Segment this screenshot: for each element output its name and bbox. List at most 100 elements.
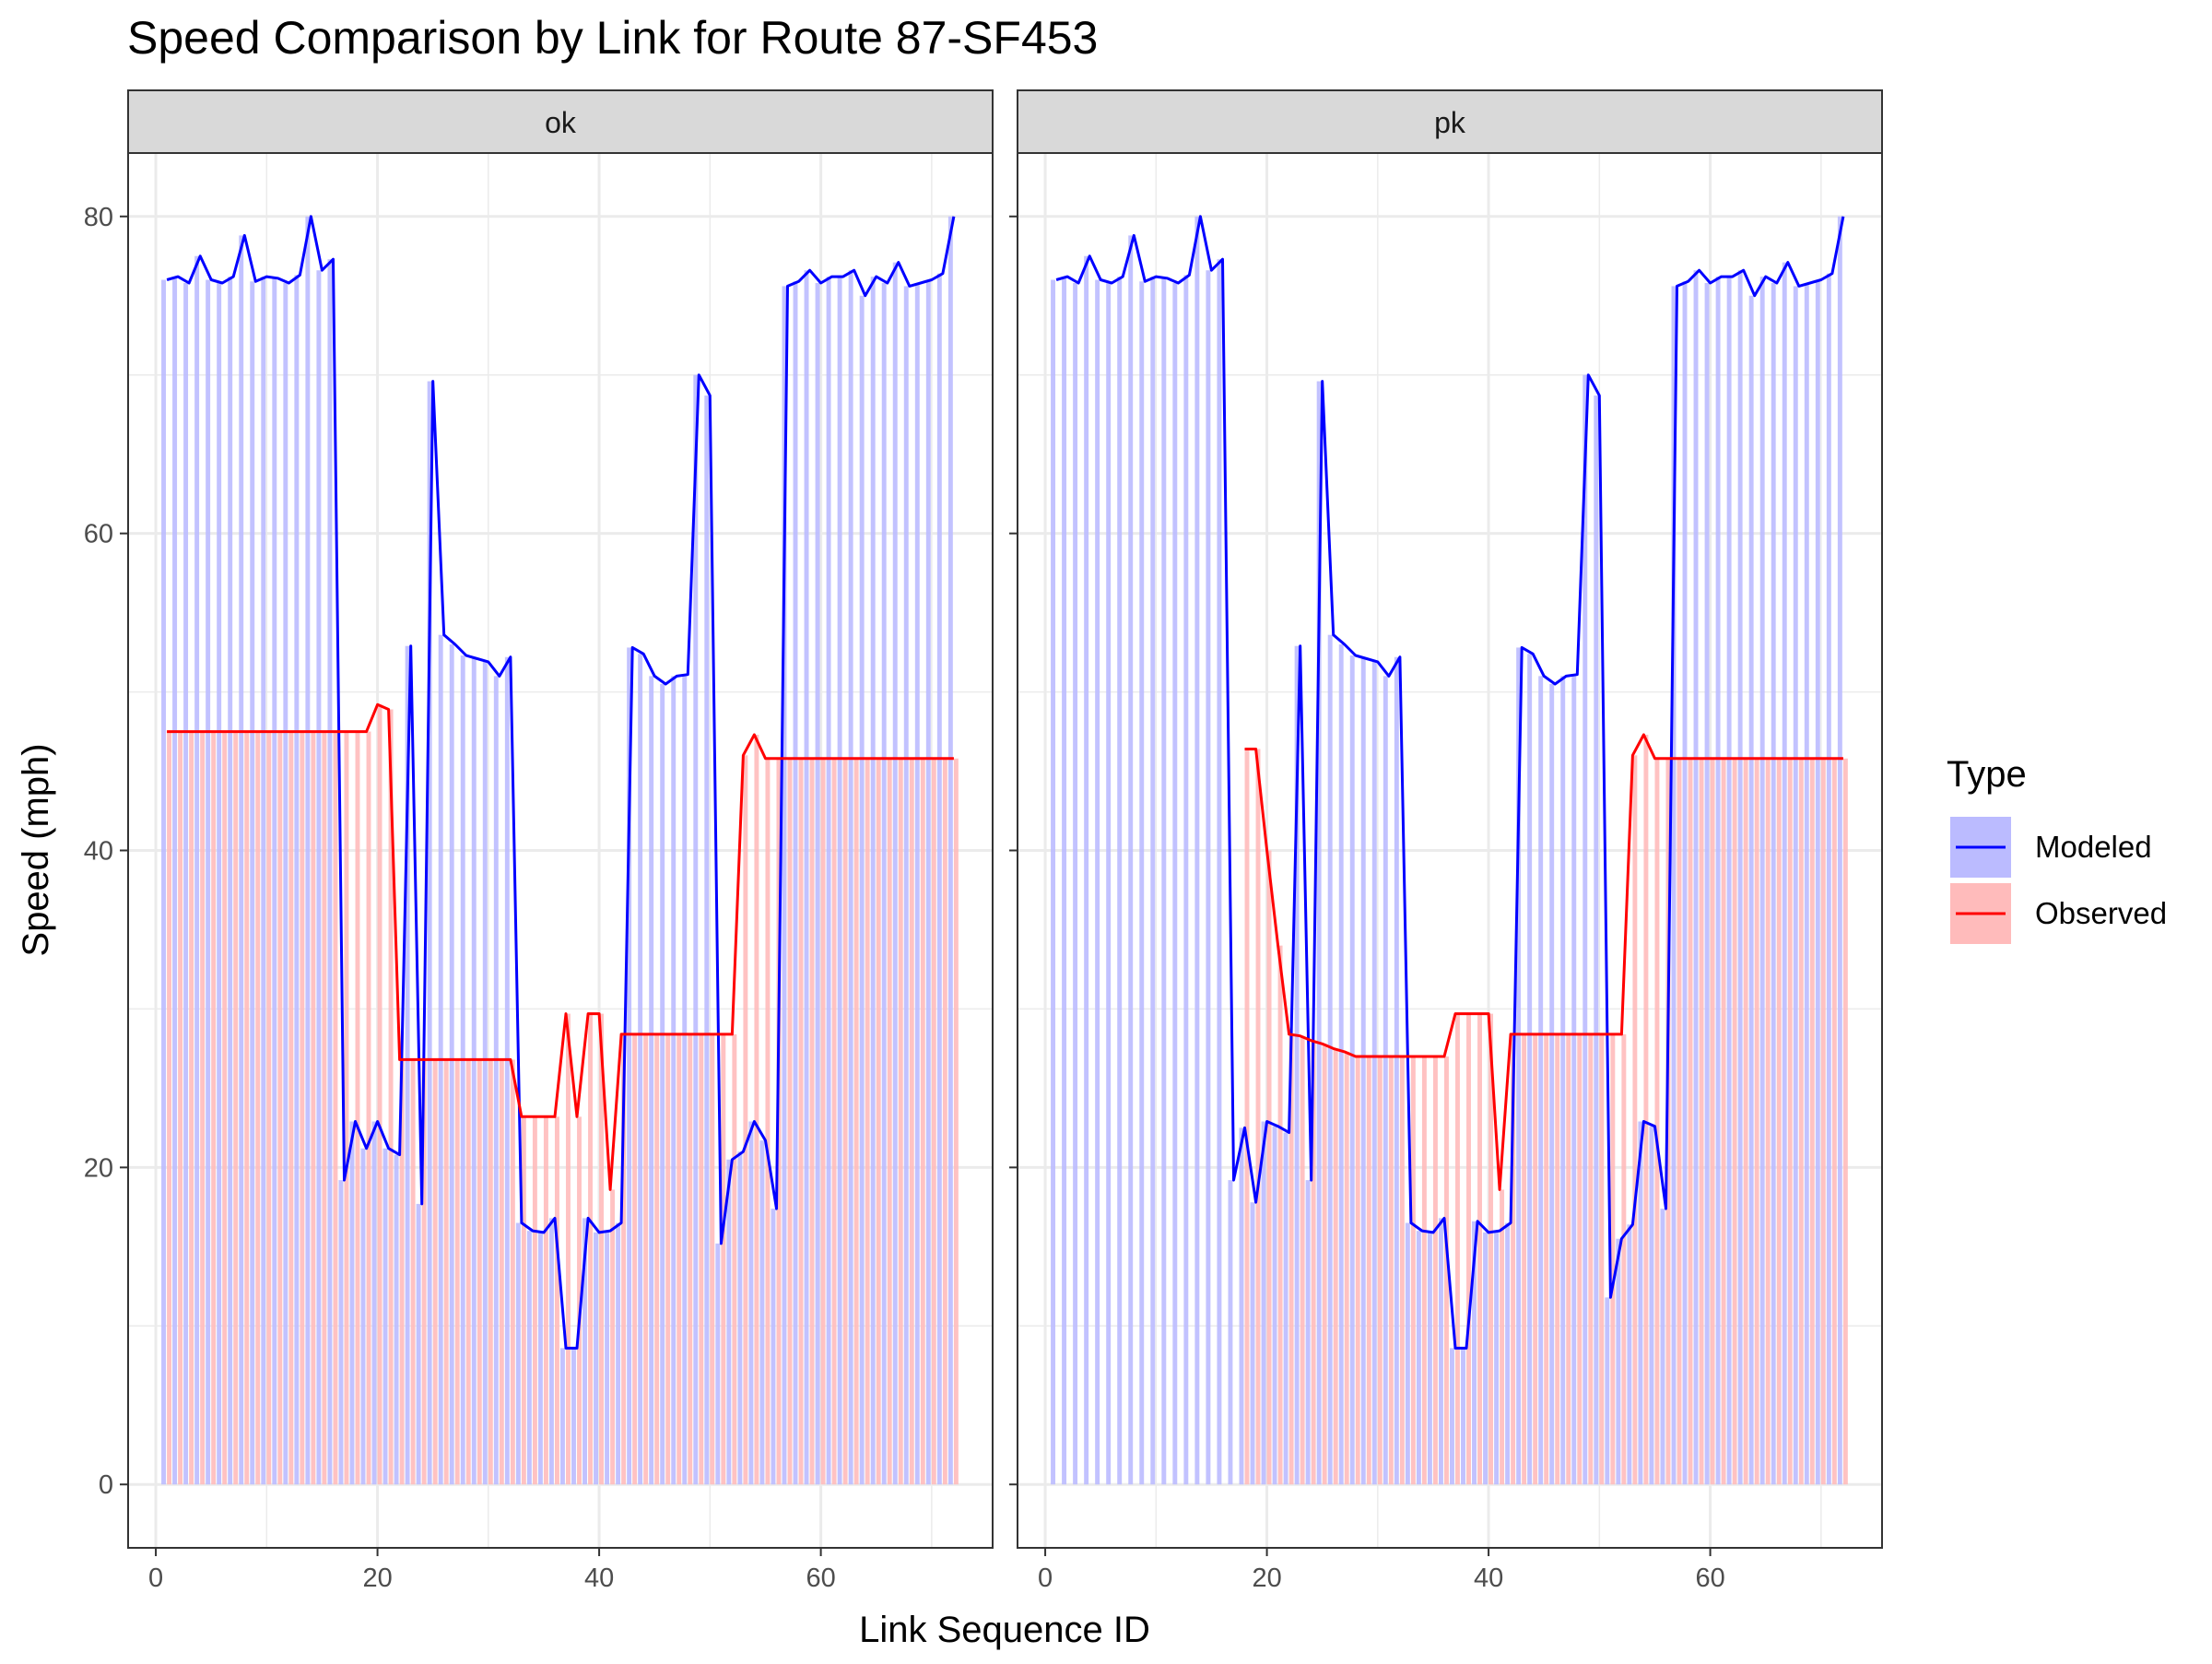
modeled-bar	[1560, 676, 1566, 1485]
modeled-bar	[1371, 661, 1377, 1485]
modeled-bar	[1261, 1121, 1266, 1485]
observed-bar	[288, 731, 294, 1485]
y-axis-label: Speed (mph)	[16, 743, 56, 956]
observed-bar	[1732, 758, 1737, 1485]
modeled-bar	[704, 395, 710, 1485]
observed-bar	[388, 709, 394, 1485]
modeled-bar	[1382, 676, 1388, 1485]
observed-bar	[1432, 1056, 1438, 1485]
observed-bar	[421, 1059, 427, 1485]
observed-bar	[1377, 1056, 1382, 1485]
modeled-bar	[1804, 282, 1809, 1485]
modeled-bar	[228, 277, 233, 1485]
observed-bar	[1488, 1013, 1494, 1485]
modeled-bar	[1682, 281, 1688, 1485]
modeled-bar	[172, 277, 178, 1485]
modeled-bar	[327, 259, 333, 1485]
observed-bar	[732, 1033, 737, 1485]
modeled-bar	[947, 216, 953, 1485]
modeled-bar	[1461, 1348, 1465, 1485]
modeled-bar	[903, 286, 909, 1485]
facet-panel-pk: pk 0 20 40 60	[1009, 89, 1883, 1593]
observed-bar	[654, 1033, 660, 1485]
observed-bar	[1522, 1033, 1527, 1485]
modeled-bar	[1095, 279, 1100, 1485]
observed-bar	[588, 1013, 593, 1485]
observed-bar	[1798, 758, 1804, 1485]
modeled-bar	[482, 661, 488, 1485]
observed-bar	[1610, 1033, 1616, 1485]
modeled-bar	[1338, 643, 1344, 1485]
modeled-bar	[1759, 277, 1765, 1485]
bars	[161, 216, 959, 1485]
observed-bar	[255, 731, 261, 1485]
observed-bar	[355, 731, 360, 1485]
y-tick-label: 80	[84, 203, 113, 232]
observed-bar	[809, 758, 815, 1485]
modeled-bar	[449, 643, 454, 1485]
modeled-bar	[1527, 654, 1533, 1485]
modeled-bar	[1250, 1202, 1255, 1485]
modeled-bar	[594, 1232, 599, 1485]
modeled-bar	[1494, 1231, 1500, 1485]
observed-bar	[1677, 758, 1682, 1485]
observed-bar	[1421, 1056, 1427, 1485]
observed-bar	[554, 1116, 559, 1485]
modeled-bar	[1128, 235, 1134, 1485]
modeled-bar	[1793, 286, 1798, 1485]
modeled-bar	[1715, 277, 1721, 1485]
observed-bar	[443, 1059, 449, 1485]
modeled-bar	[1671, 286, 1677, 1485]
observed-bar	[322, 731, 327, 1485]
modeled-bar	[837, 277, 842, 1485]
modeled-bar	[338, 1180, 344, 1485]
observed-bar	[1699, 758, 1704, 1485]
modeled-bar	[1172, 282, 1178, 1485]
modeled-bar	[936, 273, 942, 1485]
modeled-bar	[493, 676, 499, 1485]
modeled-bar	[914, 282, 920, 1485]
observed-bar	[1555, 1033, 1560, 1485]
modeled-bar	[1649, 1126, 1654, 1485]
observed-bar	[465, 1059, 471, 1485]
observed-bar	[665, 1033, 671, 1485]
y-tick-label: 60	[84, 520, 113, 549]
legend-label: Modeled	[2035, 830, 2152, 864]
modeled-bar	[261, 277, 266, 1485]
modeled-bar	[1062, 277, 1067, 1485]
observed-bar	[953, 758, 959, 1485]
facet-panel-ok: ok 0 20 40 60 0 20 40 60 80	[84, 89, 994, 1593]
modeled-bar	[526, 1231, 532, 1485]
modeled-bar	[217, 282, 222, 1485]
observed-bar	[333, 731, 338, 1485]
observed-line	[167, 702, 954, 1191]
observed-bar	[688, 1033, 693, 1485]
modeled-bar	[1737, 270, 1743, 1485]
modeled-bar	[1150, 277, 1156, 1485]
modeled-bar	[1704, 282, 1710, 1485]
modeled-bar	[560, 1348, 565, 1485]
x-tick-label: 20	[1252, 1564, 1281, 1593]
modeled-bar	[194, 255, 200, 1485]
observed-bar	[211, 731, 217, 1485]
observed-bar	[233, 731, 239, 1485]
observed-bar	[344, 731, 349, 1485]
observed-bar	[1366, 1056, 1371, 1485]
observed-bar	[521, 1116, 526, 1485]
observed-bar	[1820, 758, 1826, 1485]
observed-bar	[1721, 758, 1726, 1485]
observed-bar	[432, 1059, 438, 1485]
facet-panels: ok 0 20 40 60 0 20 40 60 80 pk 0 20 40 60	[84, 89, 1883, 1593]
modeled-bar	[382, 1148, 388, 1485]
observed-bar	[1544, 1033, 1549, 1485]
modeled-bar	[515, 1222, 521, 1485]
modeled-bar	[1073, 282, 1078, 1485]
modeled-bar	[1483, 1232, 1488, 1485]
modeled-bar	[605, 1231, 610, 1485]
modeled-line	[1055, 215, 1845, 1350]
observed-bar	[1654, 758, 1660, 1485]
observed-bar	[410, 1059, 416, 1485]
modeled-bar	[504, 656, 510, 1485]
facet-strip-label: ok	[545, 106, 577, 139]
observed-bar	[1333, 1048, 1338, 1485]
